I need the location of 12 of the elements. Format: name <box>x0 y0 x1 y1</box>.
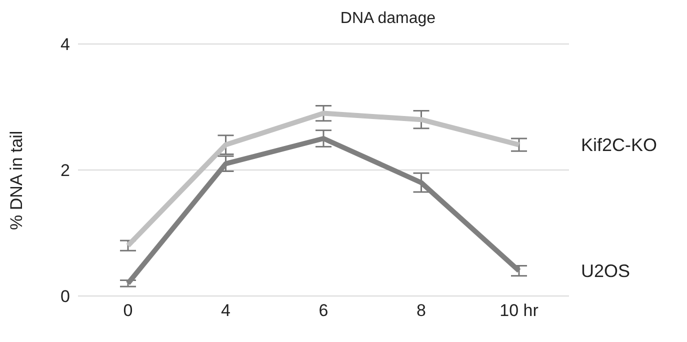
y-tick-label: 0 <box>60 287 70 306</box>
x-tick-label: 10 hr <box>500 301 539 320</box>
x-tick-label: 8 <box>416 301 426 320</box>
y-tick-label: 4 <box>60 35 70 54</box>
chart-title: DNA damage <box>339 10 437 28</box>
x-tick-label: 4 <box>221 301 230 320</box>
y-tick-label: 2 <box>60 161 70 180</box>
text: Kif2C-KO <box>581 134 658 155</box>
x-tick-label: 6 <box>318 301 328 320</box>
x-tick-label: 0 <box>123 301 133 320</box>
y-axis-title: % DNA in tail <box>7 130 26 230</box>
text: U2OS <box>581 260 630 281</box>
